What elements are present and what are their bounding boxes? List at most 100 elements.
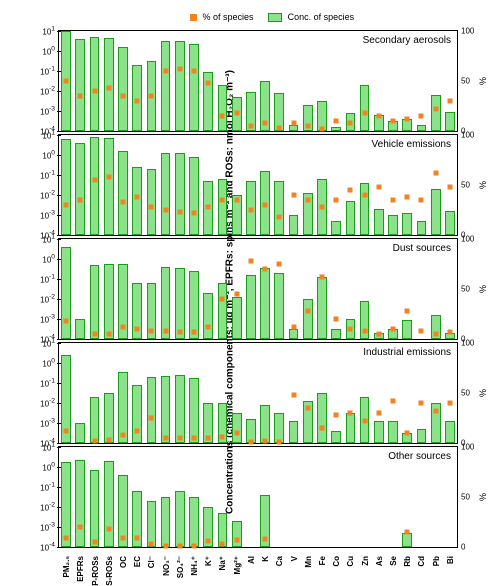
bar <box>75 319 85 339</box>
y-tick-right: 50 <box>461 181 470 190</box>
y-tick-right: 50 <box>461 77 470 86</box>
percent-marker <box>391 119 396 124</box>
bar <box>118 151 128 235</box>
bar <box>161 41 171 131</box>
legend-swatch-percent <box>190 14 197 21</box>
percent-marker <box>120 94 125 99</box>
percent-marker <box>177 210 182 215</box>
percent-marker <box>106 527 111 532</box>
x-tick-label: SO₄²⁻ <box>176 556 185 578</box>
percent-marker <box>149 94 154 99</box>
bar <box>175 375 185 443</box>
percent-marker <box>405 117 410 122</box>
percent-marker <box>177 67 182 72</box>
percent-marker <box>92 332 97 337</box>
bar <box>104 38 114 131</box>
plot-area <box>59 135 457 235</box>
x-tick-label: Ca <box>275 556 284 566</box>
bar <box>189 378 199 443</box>
percent-marker <box>447 185 452 190</box>
percent-marker <box>78 198 83 203</box>
bar <box>274 181 284 235</box>
x-tick-label: EC <box>133 556 142 567</box>
bar <box>274 273 284 339</box>
y-tick-left: 100 <box>42 462 55 473</box>
percent-marker <box>135 536 140 541</box>
x-tick-label: Al <box>247 556 256 564</box>
percent-marker <box>376 185 381 190</box>
percent-marker <box>206 81 211 86</box>
y-tick-left: 10-2 <box>40 398 55 409</box>
percent-marker <box>163 544 168 549</box>
bar <box>331 221 341 235</box>
percent-marker <box>220 542 225 547</box>
x-tick-label: P-ROSs <box>91 556 100 586</box>
y-tick-left: 10-1 <box>40 274 55 285</box>
percent-marker <box>419 198 424 203</box>
percent-marker <box>135 195 140 200</box>
plot-area <box>59 239 457 339</box>
percent-marker <box>234 538 239 543</box>
bar <box>402 533 412 547</box>
chart-container: Concentrations (chemical components: µg … <box>10 10 490 573</box>
percent-marker <box>64 203 69 208</box>
percent-marker <box>206 539 211 544</box>
bar <box>189 497 199 547</box>
percent-marker <box>135 327 140 332</box>
bar <box>175 41 185 131</box>
percent-marker <box>220 297 225 302</box>
percent-marker <box>305 198 310 203</box>
bar <box>90 397 100 443</box>
percent-marker <box>149 416 154 421</box>
bar <box>132 385 142 443</box>
bar <box>360 183 370 235</box>
percent-marker <box>391 399 396 404</box>
bar <box>218 283 228 339</box>
right-axis-label: % <box>478 77 488 85</box>
bar <box>61 247 71 339</box>
y-tick-right: 100 <box>461 235 474 244</box>
panel: Other sources10-410-310-210-110010105010… <box>58 446 458 548</box>
y-tick-left: 10-3 <box>40 210 55 221</box>
percent-marker <box>391 327 396 332</box>
bar <box>232 521 242 547</box>
percent-marker <box>305 309 310 314</box>
x-tick-label: Cu <box>346 556 355 567</box>
percent-marker <box>362 419 367 424</box>
percent-marker <box>106 86 111 91</box>
panel: Secondary aerosols10-410-310-210-1100101… <box>58 30 458 132</box>
percent-marker <box>234 431 239 436</box>
percent-marker <box>419 329 424 334</box>
percent-marker <box>334 413 339 418</box>
bar <box>104 461 114 547</box>
bar <box>317 393 327 443</box>
percent-marker <box>248 440 253 445</box>
percent-marker <box>319 426 324 431</box>
percent-marker <box>192 330 197 335</box>
percent-marker <box>305 406 310 411</box>
legend-item-percent: % of species <box>190 12 254 22</box>
y-tick-left: 100 <box>42 150 55 161</box>
percent-marker <box>206 325 211 330</box>
bar <box>161 153 171 235</box>
percent-marker <box>220 198 225 203</box>
bar <box>232 297 242 339</box>
y-tick-right: 100 <box>461 27 474 36</box>
y-tick-left: 101 <box>42 26 55 37</box>
x-tick-label: Se <box>389 556 398 566</box>
bar <box>161 376 171 443</box>
percent-marker <box>192 436 197 441</box>
y-tick-left: 100 <box>42 358 55 369</box>
y-tick-left: 101 <box>42 338 55 349</box>
percent-marker <box>391 198 396 203</box>
percent-marker <box>92 439 97 444</box>
percent-marker <box>419 401 424 406</box>
bar <box>289 421 299 443</box>
percent-marker <box>149 542 154 547</box>
percent-marker <box>120 200 125 205</box>
bar <box>317 277 327 339</box>
panel: Industrial emissions10-410-310-210-11001… <box>58 342 458 444</box>
x-tick-label: K <box>261 556 270 562</box>
y-tick-left: 10-2 <box>40 502 55 513</box>
percent-marker <box>348 121 353 126</box>
